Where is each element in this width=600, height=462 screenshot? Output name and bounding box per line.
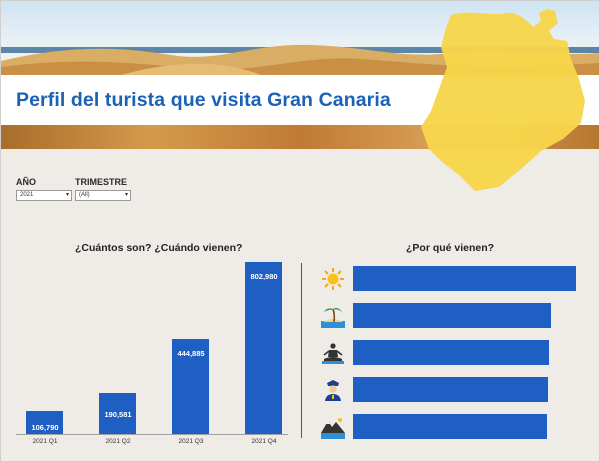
year-filter-label: AÑO	[16, 177, 36, 187]
x-tick-label: 2021 Q1	[32, 438, 58, 445]
reason-bar[interactable]	[353, 303, 551, 328]
x-axis-line	[16, 434, 288, 435]
palm-beach-icon	[321, 304, 345, 328]
bar-2021-q3[interactable]	[172, 339, 209, 434]
reason-bar[interactable]	[353, 377, 548, 402]
year-select-value: 2021	[20, 192, 34, 198]
quarter-filter: TRIMESTRE (All) ▾	[75, 177, 131, 201]
mountain-landscape-icon	[321, 415, 345, 439]
sun-icon	[321, 267, 345, 291]
bar-2021-q1[interactable]	[26, 411, 63, 434]
chevron-down-icon: ▾	[65, 192, 69, 198]
arrivals-chart-title: ¿Cuántos son? ¿Cuándo vienen?	[75, 242, 243, 254]
year-select[interactable]: 2021 ▾	[16, 190, 72, 201]
reasons-chart-title: ¿Por qué vienen?	[406, 242, 495, 254]
x-tick-label: 2021 Q2	[105, 438, 131, 445]
banner-dunes-bottom-image	[1, 125, 599, 149]
header-banner	[1, 1, 599, 149]
quarter-select-value: (All)	[79, 192, 90, 198]
bar-value-label: 802,980	[250, 272, 278, 281]
reason-bar[interactable]	[353, 340, 549, 365]
quarter-select[interactable]: (All) ▾	[75, 190, 131, 201]
banner-dunes-image	[1, 44, 599, 75]
page-title: Perfil del turista que visita Gran Canar…	[16, 89, 391, 111]
bar-2021-q4[interactable]	[245, 262, 282, 434]
quarter-filter-label: TRIMESTRE	[75, 177, 128, 187]
police-officer-icon	[321, 378, 345, 402]
meditation-icon	[321, 341, 345, 365]
reason-bar[interactable]	[353, 414, 547, 439]
bar-value-label: 444,885	[177, 349, 205, 358]
chevron-down-icon: ▾	[124, 192, 128, 198]
x-tick-label: 2021 Q4	[251, 438, 277, 445]
section-divider	[301, 263, 302, 438]
x-tick-label: 2021 Q3	[178, 438, 204, 445]
year-filter: AÑO 2021 ▾	[16, 177, 72, 201]
bar-value-label: 106,790	[31, 423, 59, 432]
bar-value-label: 190,581	[104, 410, 132, 419]
bar-2021-q2[interactable]	[99, 393, 136, 434]
reason-bar[interactable]	[353, 266, 576, 291]
